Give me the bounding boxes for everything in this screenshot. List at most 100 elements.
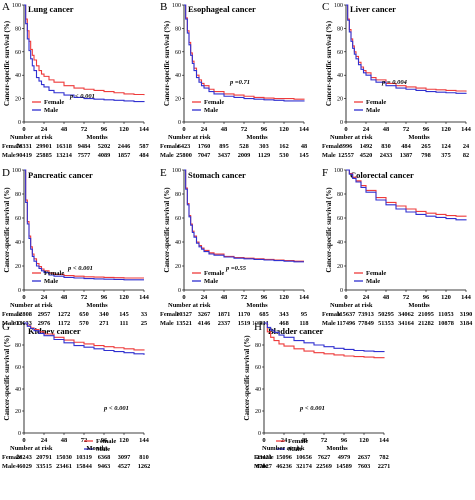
x-tick-label: 96 <box>261 294 268 301</box>
legend-label: Male <box>288 446 302 453</box>
x-tick-label: 0 <box>262 437 265 444</box>
risk-value: 484 <box>401 143 411 150</box>
panel-a: A Lung cancer Cancer-specific survival (%)… <box>2 1 150 159</box>
x-tick-label: 24 <box>363 294 370 301</box>
y-tick-label: 40 <box>255 387 261 393</box>
risk-value: 2433 <box>380 152 393 159</box>
legend-label: Female <box>204 99 224 106</box>
x-tick-label: 120 <box>279 294 289 301</box>
legend-label: Female <box>96 438 116 445</box>
risk-value: 1170 <box>238 311 250 318</box>
x-tick-label: 24 <box>201 294 208 301</box>
x-tick-label: 144 <box>461 294 472 301</box>
panel-letter: G <box>2 321 10 333</box>
p-value: p =0.71 <box>229 79 250 86</box>
x-tick-label: 0 <box>182 126 185 133</box>
y-tick-label: 20 <box>337 97 343 103</box>
risk-value: 145 <box>299 152 308 159</box>
risk-row-label: Male <box>2 152 16 159</box>
risk-value: 2271 <box>378 463 391 470</box>
x-tick-label: 120 <box>441 126 451 133</box>
panel-title: Liver cancer <box>350 4 396 14</box>
risk-value: 3190 <box>460 311 473 318</box>
x-tick-label: 48 <box>61 126 68 133</box>
risk-value: 73913 <box>358 311 374 318</box>
risk-value: 21282 <box>418 320 434 327</box>
risk-value: 48 <box>301 143 307 150</box>
x-tick-label: 96 <box>101 294 108 301</box>
risk-value: 3097 <box>118 454 131 461</box>
x-tick-label: 48 <box>301 437 308 444</box>
survival-curve-male <box>184 4 305 102</box>
risk-value: 118 <box>299 320 308 327</box>
risk-value: 10878 <box>438 320 454 327</box>
x-tick-label: 120 <box>279 126 289 133</box>
risk-value: 3437 <box>218 152 231 159</box>
p-value: p < 0.001 <box>69 93 95 100</box>
y-tick-label: 40 <box>15 240 21 246</box>
risk-value: 343 <box>279 311 288 318</box>
x-tick-label: 72 <box>321 437 328 444</box>
y-tick-label: 100 <box>172 3 181 9</box>
survival-curve-male <box>346 4 467 94</box>
risk-value: 29901 <box>36 143 52 150</box>
risk-value: 25 <box>141 320 147 327</box>
risk-value: 162 <box>279 143 288 150</box>
risk-row-label: Female <box>322 143 342 150</box>
risk-value: 124 <box>441 143 451 150</box>
y-tick-label: 40 <box>337 73 343 79</box>
y-tick-label: 80 <box>255 343 261 349</box>
x-tick-label: 72 <box>81 294 88 301</box>
risk-value: 1172 <box>58 320 70 327</box>
risk-value: 24 <box>463 143 470 150</box>
risk-value: 798 <box>421 152 430 159</box>
x-tick-label: 120 <box>119 294 129 301</box>
risk-row-label: Male <box>160 320 174 327</box>
y-tick-label: 80 <box>15 192 21 198</box>
x-tick-label: 0 <box>22 126 25 133</box>
legend-label: Female <box>366 99 386 106</box>
y-tick-label: 80 <box>337 26 343 32</box>
y-tick-label: 80 <box>337 192 343 198</box>
y-tick-label: 100 <box>252 321 261 327</box>
y-tick-label: 20 <box>255 409 261 415</box>
panel-letter: E <box>160 167 167 179</box>
risk-header: Number at risk <box>330 302 373 309</box>
months-label: Months <box>326 445 348 452</box>
x-tick-label: 48 <box>383 126 390 133</box>
risk-row-label: Female <box>2 311 22 318</box>
risk-value: 528 <box>239 143 248 150</box>
x-tick-label: 144 <box>139 437 150 444</box>
survival-curve-female <box>346 169 467 217</box>
risk-value: 271 <box>99 320 108 327</box>
survival-curve-female <box>24 169 144 279</box>
p-value: p =0.55 <box>225 265 247 272</box>
risk-value: 77849 <box>358 320 374 327</box>
risk-value: 12808 <box>16 311 32 318</box>
y-tick-label: 20 <box>337 264 343 270</box>
x-tick-label: 144 <box>139 126 150 133</box>
risk-value: 2337 <box>218 320 231 327</box>
panel-g: G Kidney cancer Cancer-specific survival (… <box>2 321 150 470</box>
x-tick-label: 24 <box>41 437 48 444</box>
y-tick-label: 100 <box>12 3 21 9</box>
risk-value: 830 <box>381 143 390 150</box>
risk-value: 265 <box>421 143 430 150</box>
p-value: p < 0.001 <box>299 405 325 412</box>
x-tick-label: 24 <box>363 126 370 133</box>
risk-value: 34164 <box>398 320 415 327</box>
panel-title: Bladder cancer <box>268 326 324 336</box>
x-tick-label: 96 <box>423 126 430 133</box>
risk-value: 484 <box>139 152 149 159</box>
risk-row-label: Female <box>2 143 22 150</box>
x-tick-label: 72 <box>241 126 248 133</box>
survival-curve-female <box>24 4 145 96</box>
risk-value: 2976 <box>38 320 51 327</box>
risk-value: 23461 <box>56 463 72 470</box>
months-label: Months <box>86 302 108 309</box>
y-tick-label: 0 <box>258 431 261 437</box>
x-tick-label: 72 <box>241 294 248 301</box>
panel-title: Esophageal cancer <box>188 4 256 14</box>
x-tick-label: 144 <box>461 126 472 133</box>
legend-label: Female <box>366 270 386 277</box>
